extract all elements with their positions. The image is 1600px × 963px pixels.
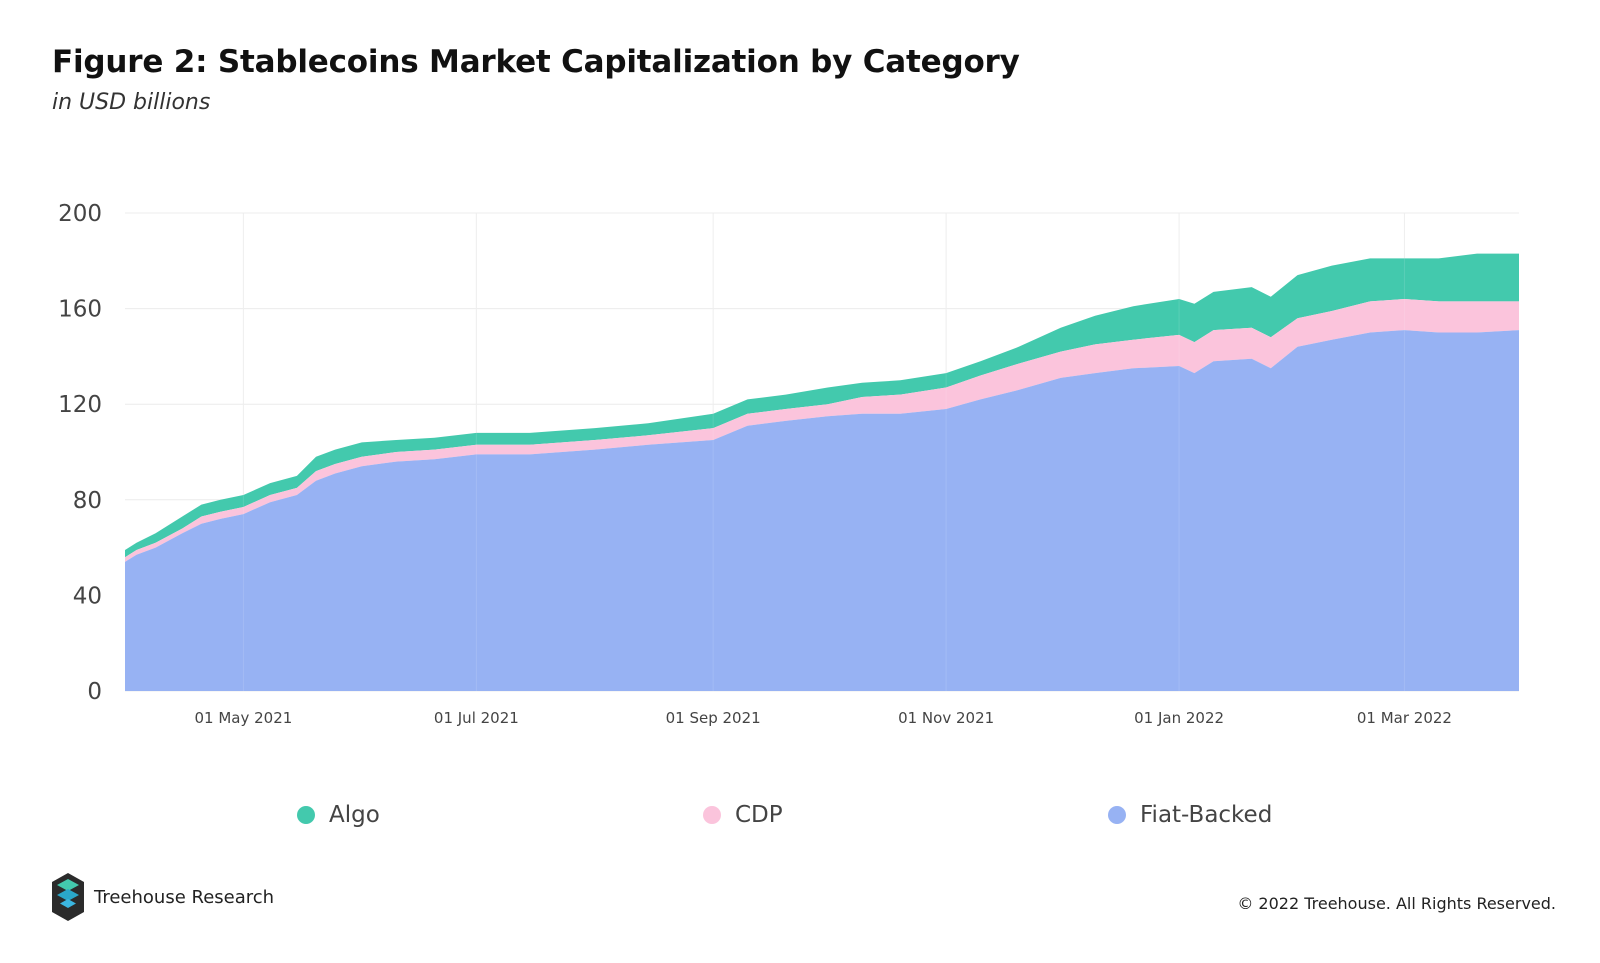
brand-name: Treehouse Research xyxy=(94,886,275,908)
chart-subtitle: in USD billions xyxy=(52,90,211,115)
legend-label-fiat-backed: Fiat-Backed xyxy=(1140,802,1273,828)
x-tick-label: 01 Sep 2021 xyxy=(666,709,761,727)
area-series-fiat-backed xyxy=(125,330,1519,691)
y-tick-label: 160 xyxy=(58,297,102,323)
x-tick-label: 01 Nov 2021 xyxy=(898,709,994,727)
x-tick-label: 01 Jul 2021 xyxy=(434,709,519,727)
chart-title: Figure 2: Stablecoins Market Capitalizat… xyxy=(52,44,1020,80)
x-tick-label: 01 Jan 2022 xyxy=(1134,709,1224,727)
area-series-cdp xyxy=(125,299,1519,562)
legend-label-algo: Algo xyxy=(329,802,380,828)
y-tick-label: 200 xyxy=(58,201,102,227)
legend-label-cdp: CDP xyxy=(735,802,783,828)
legend-swatch-fiat-backed xyxy=(1108,806,1126,824)
legend-item-cdp[interactable]: CDP xyxy=(703,802,783,828)
y-tick-label: 80 xyxy=(73,488,102,514)
legend-item-fiat-backed[interactable]: Fiat-Backed xyxy=(1108,802,1272,828)
x-tick-label: 01 May 2021 xyxy=(194,709,292,727)
y-tick-label: 40 xyxy=(73,583,102,609)
legend-swatch-cdp xyxy=(703,806,721,824)
legend-item-algo[interactable]: Algo xyxy=(297,802,380,828)
y-tick-label: 120 xyxy=(58,392,102,418)
brand: Treehouse Research xyxy=(52,873,274,921)
legend-swatch-algo xyxy=(297,806,315,824)
y-tick-label: 0 xyxy=(87,679,102,705)
x-tick-label: 01 Mar 2022 xyxy=(1357,709,1452,727)
treehouse-logo-icon xyxy=(52,873,84,921)
area-series-algo xyxy=(125,253,1519,558)
copyright: © 2022 Treehouse. All Rights Reserved. xyxy=(1237,894,1556,913)
